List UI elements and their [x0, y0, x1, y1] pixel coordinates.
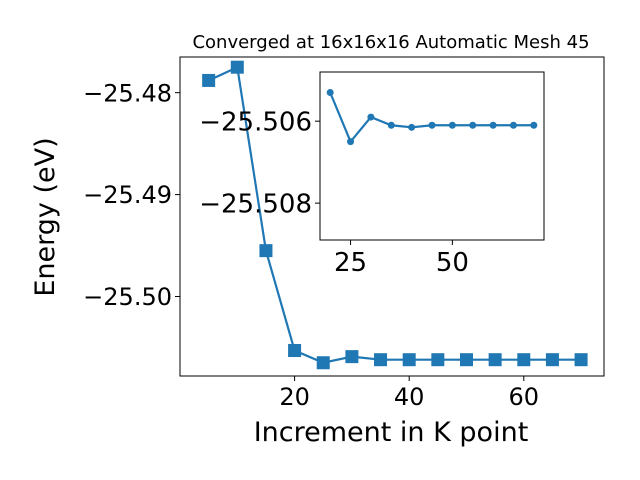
main-y-tick-label: −25.49 [83, 181, 172, 209]
main-data-point [288, 344, 302, 358]
inset-data-point [469, 121, 477, 129]
inset-plot-frame [319, 71, 545, 241]
main-x-tick-label: 20 [279, 383, 310, 411]
main-x-tick-label: 40 [394, 383, 425, 411]
main-data-point [374, 353, 388, 367]
main-data-point [202, 73, 216, 87]
inset-data-point [347, 138, 355, 146]
inset-x-tick-label: 50 [436, 248, 469, 278]
inset-y-tick-label: −25.506 [199, 108, 312, 138]
main-data-point [459, 353, 473, 367]
y-axis-label: Energy (eV) [30, 137, 61, 296]
inset-data-point [326, 88, 334, 96]
main-x-tick-label: 60 [509, 383, 540, 411]
main-data-point [345, 350, 359, 364]
main-data-point [517, 353, 531, 367]
chart-title: Converged at 16x16x16 Automatic Mesh 45 [192, 32, 589, 53]
main-data-point [574, 353, 588, 367]
main-data-point [230, 60, 244, 74]
inset-y-tick-label: −25.508 [199, 189, 312, 219]
main-data-point [259, 244, 273, 258]
main-data-point [431, 353, 445, 367]
main-data-point [402, 353, 416, 367]
main-data-point [488, 353, 502, 367]
main-y-tick-label: −25.48 [83, 79, 172, 107]
x-axis-label: Increment in K point [254, 417, 529, 448]
inset-data-point [489, 121, 497, 129]
inset-data-point [387, 121, 395, 129]
main-y-tick-label: −25.50 [83, 283, 172, 311]
inset-x-tick-label: 25 [334, 248, 367, 278]
main-data-point [316, 356, 330, 370]
inset-data-point [509, 121, 517, 129]
inset-background [320, 72, 544, 240]
main-data-point [545, 353, 559, 367]
inset-data-point [448, 121, 456, 129]
inset-data-point [408, 123, 416, 131]
inset-data-point [367, 113, 375, 121]
main-plot-frame [179, 56, 605, 377]
inset-data-point [428, 121, 436, 129]
inset-data-point [530, 121, 538, 129]
